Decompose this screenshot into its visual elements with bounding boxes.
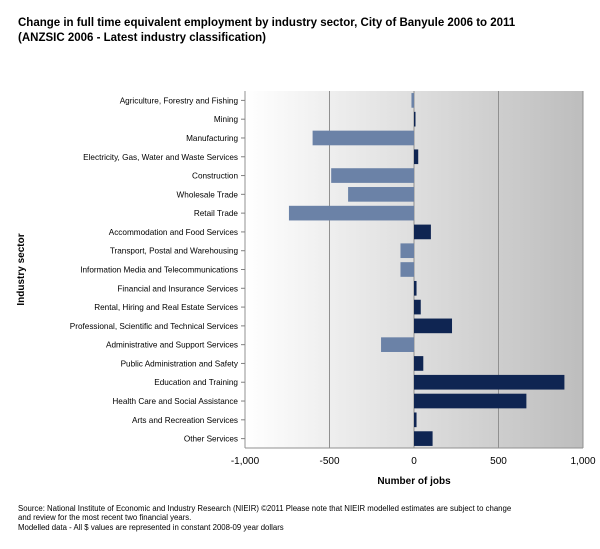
category-label: Financial and Insurance Services [117,284,238,293]
category-label: Manufacturing [186,134,238,143]
bar [414,149,419,165]
x-axis-label: Number of jobs [377,476,451,487]
category-label: Transport, Postal and Warehousing [110,247,239,256]
category-label: Public Administration and Safety [121,359,239,368]
category-label: Administrative and Support Services [106,341,238,350]
bar [414,299,421,315]
bar [414,280,417,296]
source-line-3: Modelled data - All $ values are represe… [18,522,284,532]
category-label: Rental, Hiring and Real Estate Services [94,303,238,312]
bar [411,93,414,108]
category-label: Agriculture, Forestry and Fishing [120,96,239,105]
x-tick-label: 1,000 [570,456,595,467]
bar [414,224,431,240]
source-line-2: and review for the most recent two finan… [18,513,192,523]
bar [312,130,414,146]
bars [288,93,565,446]
x-tick-label: -1,000 [231,456,260,467]
bar [381,337,414,352]
chart-title: Change in full time equivalent employmen… [18,17,516,29]
bar [414,374,565,390]
category-label: Accommodation and Food Services [109,228,238,237]
category-label: Retail Trade [194,209,239,218]
category-label: Professional, Scientific and Technical S… [70,322,238,331]
chart-title-block: Change in full time equivalent employmen… [18,16,588,46]
bar [414,412,417,428]
employment-change-chart: Agriculture, Forestry and Fishing Mining M… [16,91,596,487]
bar [348,187,414,202]
x-tick-label: -500 [319,456,339,467]
bar [414,318,453,334]
category-label: Mining [214,115,239,124]
category-labels: Agriculture, Forestry and Fishing Mining M… [70,96,245,444]
bar [414,393,527,409]
bar [400,262,414,277]
bar [414,111,416,127]
category-label: Education and Training [154,378,238,387]
footer-notes: Source: National Institute of Economic a… [18,504,598,532]
bar [331,168,414,183]
x-tick-label: 500 [490,456,507,467]
bar [400,243,414,259]
bar [288,205,414,221]
category-label: Arts and Recreation Services [132,416,238,425]
bar [414,356,424,371]
chart-subtitle: (ANZSIC 2006 - Latest industry classific… [18,32,266,44]
x-tick-label: 0 [411,456,417,467]
category-label: Information Media and Telecommunications [80,266,238,275]
category-label: Electricity, Gas, Water and Waste Servic… [83,153,238,162]
category-label: Wholesale Trade [177,190,239,199]
bar [414,431,433,446]
x-tick-labels: -1,000 -500 0 500 1,000 [231,456,596,467]
category-label: Health Care and Social Assistance [112,397,238,406]
y-axis-label: Industry sector [16,233,27,305]
category-label: Construction [192,172,238,181]
source-line-1: Source: National Institute of Economic a… [18,504,512,513]
category-label: Other Services [184,435,238,444]
